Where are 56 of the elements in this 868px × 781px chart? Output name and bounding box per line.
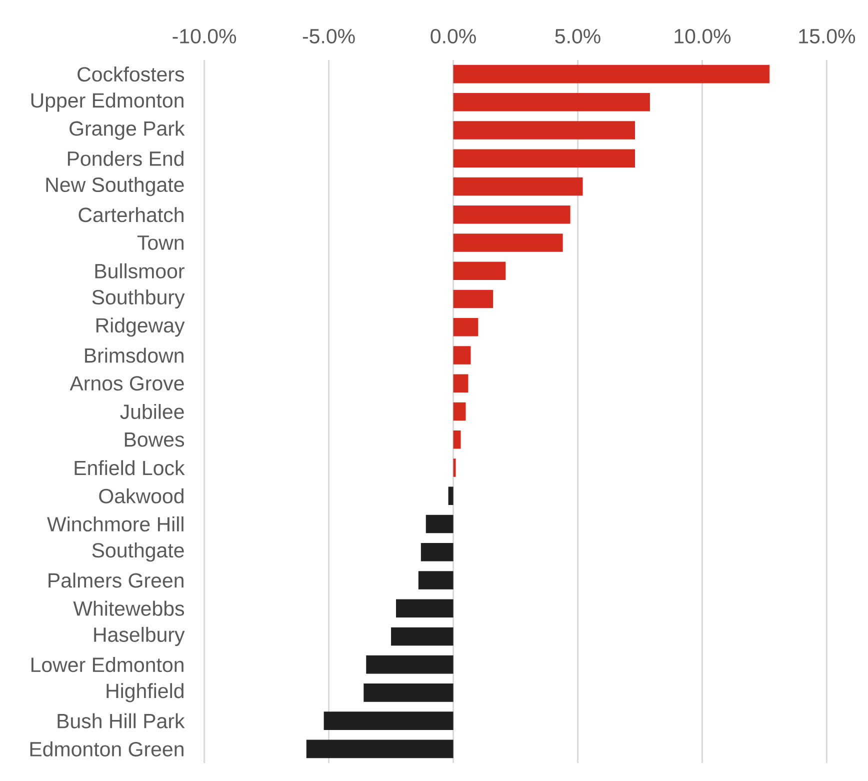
- bar: [453, 64, 770, 84]
- bar: [453, 458, 456, 477]
- bar: [453, 430, 461, 449]
- y-tick-label: Grange Park: [70, 120, 185, 140]
- x-tick-label: 0.0%: [430, 28, 476, 44]
- y-tick-label: Edmonton Green: [30, 741, 184, 756]
- y-tick-label: Carterhatch: [78, 207, 184, 222]
- bar: [453, 290, 494, 308]
- y-tick-label: Bullsmoor: [95, 263, 184, 278]
- x-tick-label: 15.0%: [799, 28, 856, 44]
- bar: [453, 402, 466, 421]
- bar: [426, 514, 454, 534]
- y-tick-label: Ridgeway: [96, 318, 185, 337]
- y-tick-label: New Southgate: [46, 176, 184, 196]
- bar: [366, 655, 454, 674]
- y-tick-label: Haselbury: [94, 626, 185, 646]
- bar: [453, 234, 563, 252]
- bar: [453, 374, 468, 393]
- x-tick-label: 10.0%: [674, 28, 731, 44]
- y-tick-label: Winchmore Hill: [47, 516, 184, 532]
- y-tick-label: Enfield Lock: [74, 460, 185, 476]
- bar: [364, 684, 454, 702]
- bar: [453, 346, 471, 364]
- bar: [453, 177, 583, 196]
- bar: [453, 318, 478, 336]
- y-tick-label: Bush Hill Park: [58, 713, 185, 728]
- bar: [418, 571, 454, 590]
- bar: [306, 740, 454, 758]
- bar: [453, 121, 636, 140]
- bar: [420, 542, 454, 562]
- bar: [324, 712, 454, 730]
- y-tick-label: Upper Edmonton: [31, 92, 184, 112]
- bar: [453, 262, 506, 280]
- y-tick-label: Arnos Grove: [70, 376, 184, 391]
- y-tick-label: Ponders End: [68, 150, 184, 166]
- y-tick-label: Southbury: [92, 289, 185, 309]
- bar: [453, 206, 570, 224]
- y-tick-label: Bowes: [124, 432, 184, 447]
- x-tick-label: -5.0%: [302, 28, 355, 44]
- y-tick-label: Cockfosters: [78, 66, 184, 82]
- bar: [391, 627, 454, 646]
- y-tick-label: Jubilee: [120, 404, 184, 420]
- y-tick-label: Town: [137, 236, 184, 250]
- y-tick-label: Southgate: [92, 542, 184, 562]
- y-tick-label: Lower Edmonton: [31, 657, 184, 672]
- y-tick-label: Palmers Green: [48, 572, 184, 588]
- y-tick-label: Brimsdown: [85, 348, 184, 363]
- bar: [396, 599, 454, 618]
- y-tick-label: Whitewebbs: [73, 600, 184, 616]
- x-tick-label: -10.0%: [172, 28, 236, 44]
- y-tick-label: Oakwood: [99, 488, 184, 504]
- bar: [453, 149, 636, 168]
- bar: [448, 486, 454, 505]
- bar: [453, 93, 650, 112]
- y-tick-label: Highfield: [106, 683, 184, 702]
- x-tick-label: 5.0%: [555, 28, 600, 44]
